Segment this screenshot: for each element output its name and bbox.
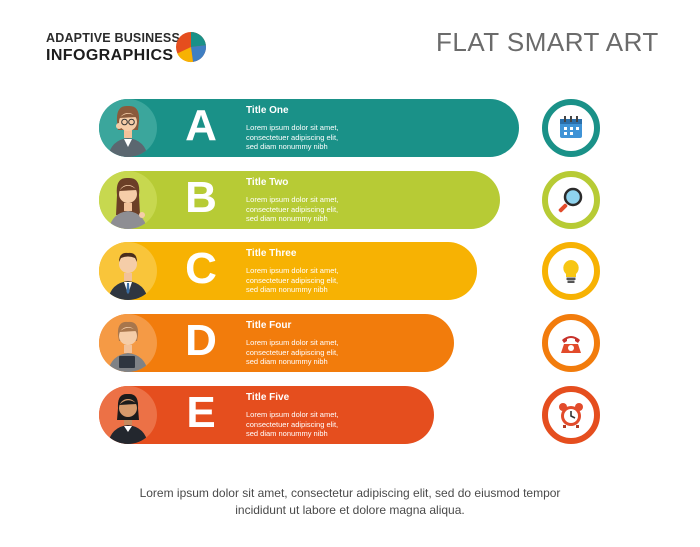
row-title: Title Four [246, 320, 292, 331]
row-letter: D [185, 316, 217, 365]
row-title: Title Two [246, 177, 289, 188]
row-a: A Title One Lorem ipsum dolor sit amet, c… [99, 99, 519, 157]
alarm-clock-icon [559, 403, 583, 428]
brand-line2: INFOGRAPHICS [46, 47, 174, 64]
avatar-woman-tablet [99, 314, 157, 372]
row-description: Lorem ipsum dolor sit amet, consectetuer … [246, 123, 339, 151]
row-c: C Title Three Lorem ipsum dolor sit amet… [99, 242, 477, 300]
row-letter: A [185, 101, 217, 150]
avatar-woman-long-hair [99, 171, 157, 229]
row-title: Title Five [246, 392, 290, 403]
brand-line1: ADAPTIVE BUSINESS [46, 31, 180, 45]
row-e: E Title Five Lorem ipsum dolor sit amet,… [99, 386, 434, 444]
row-description: Lorem ipsum dolor sit amet, consectetuer … [246, 266, 339, 294]
footer-line2: incididunt ut labore et dolore magna ali… [235, 503, 465, 517]
row-letter: B [185, 173, 217, 222]
avatar-woman-glasses [99, 99, 157, 157]
icon-ring-c [542, 242, 600, 300]
icon-ring-d [542, 314, 600, 372]
icon-ring-b [542, 171, 600, 229]
row-d: D Title Four Lorem ipsum dolor sit amet,… [99, 314, 454, 372]
icon-ring-a [542, 99, 600, 157]
avatar-woman-dark-hair [99, 386, 157, 444]
calendar-icon [560, 116, 582, 138]
footer-text: Lorem ipsum dolor sit amet, consectetur … [0, 485, 700, 519]
row-title: Title Three [246, 248, 297, 259]
footer-line1: Lorem ipsum dolor sit amet, consectetur … [139, 486, 561, 500]
page-title: FLAT SMART ART [436, 27, 659, 57]
row-b: B Title Two Lorem ipsum dolor sit amet, c… [99, 171, 500, 229]
lightbulb-icon [563, 260, 579, 283]
row-letter: C [185, 244, 217, 293]
telephone-icon [561, 336, 581, 353]
row-description: Lorem ipsum dolor sit amet, consectetuer … [246, 195, 339, 223]
row-description: Lorem ipsum dolor sit amet, consectetuer … [246, 410, 339, 438]
row-letter: E [186, 388, 216, 437]
row-description: Lorem ipsum dolor sit amet, consectetuer … [246, 338, 339, 366]
pie-logo-icon [176, 31, 207, 63]
avatar-man-suit [99, 242, 157, 300]
icon-ring-e [542, 386, 600, 444]
magnifier-icon [558, 187, 583, 213]
row-title: Title One [246, 105, 289, 116]
